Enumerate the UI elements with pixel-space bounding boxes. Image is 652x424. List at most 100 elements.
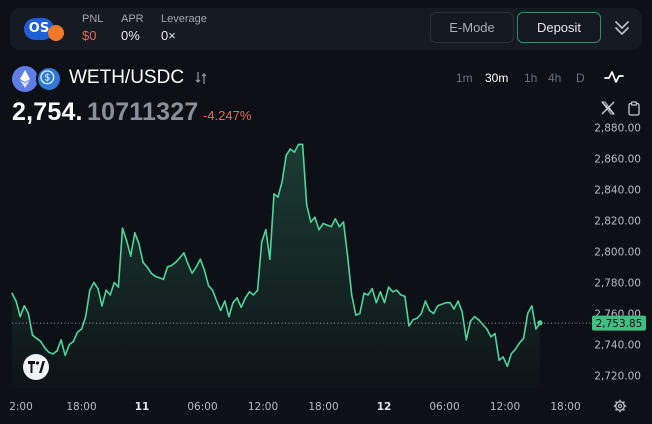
price-line-segment bbox=[375, 291, 382, 304]
price-line-segment bbox=[224, 300, 230, 318]
timeframe-4h[interactable]: 4h bbox=[548, 71, 562, 85]
double-chevron-down-icon[interactable] bbox=[612, 18, 632, 38]
price-line-segment bbox=[31, 334, 38, 340]
price-line-segment bbox=[473, 315, 480, 321]
price-line-segment bbox=[518, 337, 525, 344]
price-line-segment bbox=[244, 291, 251, 299]
price-area bbox=[12, 144, 540, 388]
svg-text:$: $ bbox=[44, 73, 50, 84]
x-axis: 2:00 18:00 11 06:00 12:00 18:00 12 06:00 12:00 18… bbox=[9, 401, 580, 413]
price-change: -4.247% bbox=[203, 108, 252, 123]
price-line-segment bbox=[526, 305, 533, 315]
price-chart[interactable]: 2,880.00 2,860.00 2,840.00 2,820.00 2,800.00… bbox=[0, 118, 652, 424]
price-line-segment bbox=[420, 300, 427, 315]
timeframe-1h[interactable]: 1h bbox=[524, 71, 538, 85]
x-tick-label: 12:00 bbox=[490, 401, 520, 413]
price-line-segment bbox=[260, 228, 267, 243]
y-tick-label: 2,860.00 bbox=[594, 153, 641, 165]
timeframe-30m[interactable]: 30m bbox=[485, 71, 509, 85]
price-area-fill bbox=[12, 144, 540, 388]
price-line-segment bbox=[277, 180, 283, 198]
price-line-segment bbox=[129, 232, 136, 257]
clipboard-icon[interactable] bbox=[628, 101, 640, 116]
price-line-segment bbox=[236, 297, 242, 309]
price-line-segment bbox=[23, 305, 30, 315]
swap-icon[interactable] bbox=[195, 71, 207, 85]
price-line-segment bbox=[432, 305, 439, 315]
timeframe-1m[interactable]: 1m bbox=[456, 71, 473, 85]
stat-apr-value: 0% bbox=[121, 28, 140, 43]
price-line-segment bbox=[146, 266, 152, 274]
y-tick-label: 2,840.00 bbox=[594, 184, 641, 196]
top-bar: OS PNL $0 APR 0% Leverage 0× E-Mode Depo… bbox=[10, 8, 642, 50]
price-line-segment bbox=[105, 289, 111, 296]
x-tick-label: 2:00 bbox=[9, 401, 33, 413]
price-line-segment bbox=[465, 320, 472, 341]
stat-pnl: PNL $0 bbox=[82, 13, 103, 43]
app-logo[interactable]: OS bbox=[24, 16, 64, 42]
price-decimals: 10711327 bbox=[87, 98, 199, 126]
stat-pnl-label: PNL bbox=[82, 13, 104, 25]
x-share-icon[interactable] bbox=[601, 101, 615, 115]
y-tick-label: 2,780.00 bbox=[594, 278, 641, 290]
price-line-segment bbox=[183, 252, 189, 265]
x-tick-label: 18:00 bbox=[66, 401, 96, 413]
price-line-segment bbox=[379, 291, 386, 304]
price-line-segment bbox=[142, 261, 148, 268]
price-line-segment bbox=[240, 297, 247, 309]
price-line-segment bbox=[43, 346, 50, 354]
price-line-segment bbox=[395, 289, 402, 296]
price-line-segment bbox=[101, 289, 107, 307]
price-line-segment bbox=[174, 256, 181, 264]
price-line-segment bbox=[89, 281, 95, 291]
price-line-segment bbox=[215, 300, 222, 312]
price-line-segment bbox=[498, 356, 505, 361]
timeframe-day[interactable]: D bbox=[576, 71, 585, 85]
settings-gear-icon[interactable] bbox=[613, 399, 627, 413]
price-line-segment bbox=[187, 263, 193, 274]
price-line-segment bbox=[19, 305, 26, 318]
y-tick-label: 2,740.00 bbox=[594, 340, 641, 352]
chart-line-icon[interactable] bbox=[604, 70, 624, 84]
price-line-segment bbox=[453, 300, 459, 310]
x-tick-label: 18:00 bbox=[550, 401, 580, 413]
price-line-segment bbox=[68, 340, 75, 346]
price-line-segment bbox=[494, 332, 500, 361]
e-mode-button[interactable]: E-Mode bbox=[430, 12, 514, 43]
y-tick-label: 2,820.00 bbox=[594, 215, 641, 227]
price-line-segment bbox=[15, 300, 22, 318]
price-integer: 2,754. bbox=[12, 98, 83, 126]
price-line-segment bbox=[309, 216, 316, 223]
stat-leverage-value: 0× bbox=[161, 28, 176, 43]
price-line-segment bbox=[35, 337, 42, 343]
price-line-segment bbox=[93, 281, 99, 290]
current-price-label: 2,753.85 bbox=[596, 318, 643, 330]
price-line-segment bbox=[203, 269, 210, 287]
price-line-segment bbox=[56, 339, 62, 352]
x-tick-label: 06:00 bbox=[429, 401, 459, 413]
x-tick-label: 06:00 bbox=[187, 401, 217, 413]
price-line-segment bbox=[350, 294, 357, 316]
price-line-segment bbox=[285, 148, 292, 157]
price-line-segment bbox=[60, 339, 66, 357]
price-line-segment bbox=[269, 193, 275, 260]
stat-apr: APR 0% bbox=[121, 13, 144, 43]
price-line-segment bbox=[64, 343, 71, 357]
logo-dot-icon bbox=[48, 25, 64, 41]
pair-name[interactable]: WETH/USDC bbox=[69, 67, 185, 88]
price-line-segment bbox=[367, 287, 374, 296]
price-line-segment bbox=[293, 143, 300, 153]
deposit-button[interactable]: Deposit bbox=[517, 12, 601, 43]
y-tick-label: 2,720.00 bbox=[594, 371, 641, 383]
price-line-segment bbox=[52, 350, 58, 355]
stat-leverage: Leverage 0× bbox=[161, 13, 207, 43]
price-line-segment bbox=[383, 286, 390, 304]
tradingview-logo[interactable] bbox=[23, 354, 49, 380]
price-line-segment bbox=[252, 289, 259, 296]
price-line-segment bbox=[506, 353, 513, 368]
x-tick-label: 11 bbox=[135, 401, 150, 413]
price-line-segment bbox=[162, 266, 169, 281]
price-line-segment bbox=[11, 292, 17, 302]
price-line-segment bbox=[522, 312, 529, 340]
eth-icon bbox=[12, 66, 38, 92]
